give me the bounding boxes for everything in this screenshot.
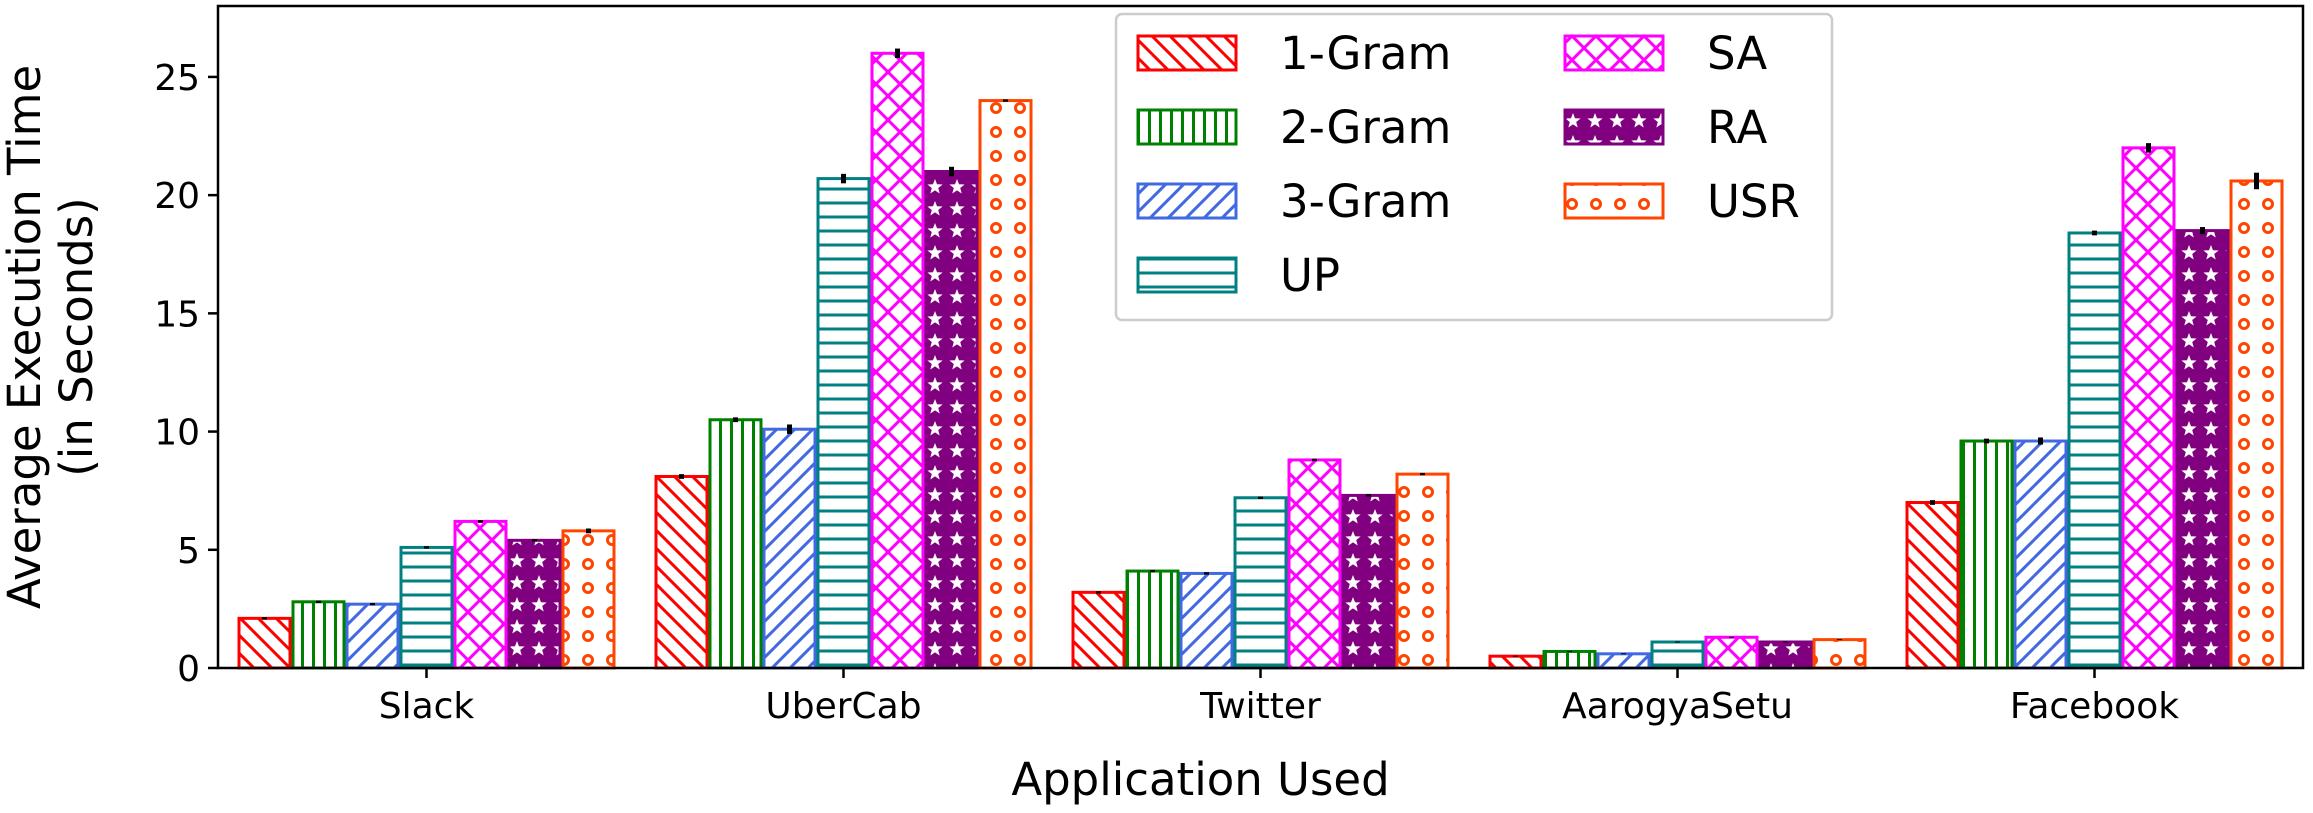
bar-group-aarogyasetu [1488,635,1867,670]
y-axis-label: Average Execution Time (in Seconds) [0,65,103,609]
bar-3-gram-slack [345,602,400,670]
bar-up-twitter [1233,496,1288,670]
legend-item-usr: USR [1563,175,1800,228]
legend-swatch-sa [1563,34,1665,72]
bars-layer [237,48,2284,670]
bar-ra-facebook [2175,229,2230,670]
bar-usr-ubercab [978,99,1033,670]
bar-ra-twitter [1341,493,1396,670]
bar-1-gram-facebook [1905,501,1960,670]
legend-item-1-gram: 1-Gram [1136,27,1451,80]
bar-1-gram-aarogyasetu [1488,654,1543,670]
bar-up-slack [399,545,454,670]
bar-sa-twitter [1287,458,1342,670]
y-tick-label: 15 [154,294,200,335]
y-tick-label: 10 [154,413,200,454]
bar-3-gram-aarogyasetu [1596,652,1651,670]
x-tick-label-slack: Slack [379,686,475,727]
bar-sa-slack [453,519,508,670]
x-tick-label-facebook: Facebook [2010,686,2179,727]
x-tick-label-twitter: Twitter [1199,686,1321,727]
bar-3-gram-facebook [2013,439,2068,670]
bar-group-ubercab [654,48,1033,670]
y-tick-label: 0 [177,649,200,690]
legend-label-up: UP [1280,249,1340,302]
bar-1-gram-ubercab [654,474,709,670]
legend-label-3-gram: 3-Gram [1280,175,1451,228]
legend-swatch-up [1136,256,1238,294]
bar-usr-facebook [2229,179,2284,670]
legend-item-2-gram: 2-Gram [1136,101,1451,154]
y-axis-label-line-1: Average Execution Time [0,65,51,609]
bar-ra-slack [507,538,562,670]
bar-2-gram-slack [291,600,346,670]
legend-item-ra: RA [1563,101,1767,154]
bar-up-aarogyasetu [1650,640,1705,670]
x-axis-label: Application Used [1011,753,1389,806]
bar-2-gram-facebook [1959,439,2014,670]
legend-swatch-usr [1563,182,1665,220]
bar-ra-aarogyasetu [1758,640,1813,670]
bar-1-gram-slack [237,616,292,670]
bar-group-twitter [1071,458,1450,670]
bar-usr-aarogyasetu [1812,638,1867,670]
legend-label-ra: RA [1707,101,1767,154]
bar-up-ubercab [816,177,871,670]
legend-item-sa: SA [1563,27,1767,80]
legend-label-1-gram: 1-Gram [1280,27,1451,80]
legend-item-3-gram: 3-Gram [1136,175,1451,228]
bar-usr-twitter [1395,472,1450,670]
legend-swatch-1-gram [1136,34,1238,72]
bar-2-gram-twitter [1125,569,1180,670]
bar-1-gram-twitter [1071,590,1126,670]
bar-sa-facebook [2121,146,2176,670]
y-axis-label-line-2: (in Seconds) [50,197,103,477]
bar-2-gram-ubercab [708,418,763,670]
bar-usr-slack [561,529,616,670]
legend-label-usr: USR [1707,175,1800,228]
y-tick-label: 20 [154,176,200,217]
x-tick-label-ubercab: UberCab [765,686,921,727]
legend-label-2-gram: 2-Gram [1280,101,1451,154]
bar-ra-ubercab [924,170,979,670]
legend-swatch-3-gram [1136,182,1238,220]
legend-frame [1114,12,1834,322]
bar-group-slack [237,519,616,670]
bar-3-gram-twitter [1179,571,1234,670]
bar-3-gram-ubercab [762,427,817,670]
legend-swatch-ra [1563,108,1665,146]
bar-2-gram-aarogyasetu [1542,649,1597,670]
axes-layer: 0 5 10 15 20 25 Slack UberCab Twitter AarogyaSetu… [0,4,2305,806]
legend-label-sa: SA [1707,27,1767,80]
legend-swatch-2-gram [1136,108,1238,146]
legend: 1-Gram 2-Gram 3-Gram UP SA RA USR [1114,12,1834,322]
y-tick-label: 25 [154,58,200,99]
bar-sa-ubercab [870,51,925,670]
bar-group-facebook [1905,143,2284,670]
bar-up-facebook [2067,231,2122,670]
x-tick-label-aarogyasetu: AarogyaSetu [1562,686,1793,727]
y-tick-label: 5 [177,531,200,572]
bar-sa-aarogyasetu [1704,635,1759,670]
legend-item-up: UP [1136,249,1340,302]
